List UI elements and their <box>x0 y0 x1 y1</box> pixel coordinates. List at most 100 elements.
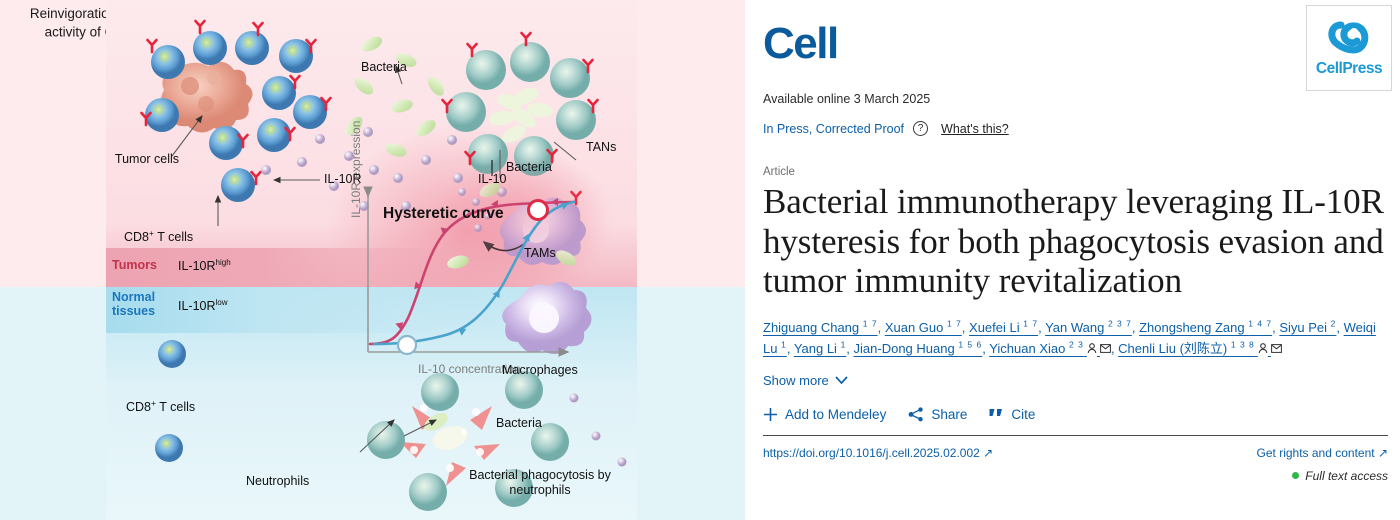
author-separator: , <box>1272 319 1280 335</box>
author-link[interactable]: Yichuan Xiao 2 3 <box>989 339 1111 356</box>
envelope-icon[interactable] <box>1097 343 1111 356</box>
high-state-point <box>527 199 549 221</box>
share-button[interactable]: Share <box>908 407 967 422</box>
band-marker-tumors: IL-10Rhigh <box>178 258 231 274</box>
author-affiliation-marks: 1 3 8 <box>1230 339 1255 350</box>
il10-molecule <box>617 457 627 467</box>
label-bacteria-top: Bacteria <box>361 60 407 74</box>
label-neutrophils: Neutrophils <box>246 474 310 488</box>
author-link[interactable]: Zhiguang Chang 1 7 <box>763 318 878 335</box>
label-cd8-t-cells-bottom: CD8+ T cells <box>126 398 196 415</box>
author-separator: , <box>961 319 970 335</box>
share-icon <box>908 406 924 421</box>
band-label-tumors: Tumors <box>112 258 157 272</box>
available-online-text: Available online 3 March 2025 <box>763 92 931 106</box>
graphical-abstract-pane: Reinvigoration of antitumor activity of … <box>0 0 745 520</box>
action-bar: Add to Mendeley Share Cite <box>763 407 1388 422</box>
figure-svg <box>140 19 627 511</box>
label-il10: IL-10 <box>478 172 507 186</box>
article-type-label: Article <box>763 166 795 178</box>
il10-molecule <box>591 431 601 441</box>
cd8-t-cell <box>155 434 183 462</box>
author-affiliation-marks: 1 7 <box>862 318 878 329</box>
author-link[interactable]: Siyu Pei 2 <box>1279 318 1337 335</box>
band-marker-normal: IL-10Rlow <box>178 298 228 314</box>
status-badge: In Press, Corrected Proof <box>763 121 905 136</box>
author-link[interactable]: Chenli Liu (刘陈立) 1 3 8 <box>1118 339 1282 356</box>
author-link[interactable]: Weiqi Lu 1 <box>763 320 1376 356</box>
author-name: Yang Li <box>793 340 841 356</box>
cd8-t-cell <box>158 340 186 368</box>
whats-this-link[interactable]: What's this? <box>941 121 1009 136</box>
author-link[interactable]: Yan Wang 2 3 7 <box>1045 318 1132 335</box>
page-title: Bacterial immunotherapy leveraging IL-10… <box>763 182 1384 301</box>
author-affiliation-marks: 1 <box>840 339 847 350</box>
author-separator: , <box>846 340 854 356</box>
author-list: Zhiguang Chang 1 7, Xuan Guo 1 7, Xuefei… <box>763 317 1388 360</box>
author-separator: , <box>1110 340 1119 356</box>
author-name: Yichuan Xiao <box>989 340 1069 356</box>
cite-label: Cite <box>1011 406 1036 422</box>
macrophage-cell <box>502 281 592 355</box>
quote-icon <box>989 408 1003 416</box>
author-separator: , <box>1336 319 1344 335</box>
journal-logo[interactable]: Cell <box>763 19 839 68</box>
author-name: Yan Wang <box>1045 319 1108 335</box>
add-to-mendeley-button[interactable]: Add to Mendeley <box>763 407 886 422</box>
author-link[interactable]: Zhongsheng Zang 1 4 7 <box>1139 318 1272 334</box>
person-icon[interactable] <box>1084 342 1097 356</box>
envelope-icon[interactable] <box>1268 343 1282 356</box>
author-link[interactable]: Xuefei Li 1 7 <box>969 318 1039 335</box>
author-link[interactable]: Yang Li 1 <box>793 339 847 356</box>
person-icon[interactable] <box>1255 342 1268 356</box>
external-link-icon: ↗ <box>1377 445 1388 460</box>
author-separator: , <box>1038 319 1046 335</box>
author-affiliation-marks: 2 <box>1330 318 1337 329</box>
label-bacteria-bottom: Bacteria <box>496 416 542 430</box>
access-status: Full text access <box>763 469 1388 483</box>
hysteresis-plot <box>363 154 616 357</box>
label-bacteria-right: Bacteria <box>506 160 552 174</box>
low-state-point <box>396 334 418 356</box>
status-row: In Press, Corrected Proof ? What's this? <box>763 121 1388 136</box>
author-affiliation-marks: 1 5 6 <box>958 339 983 350</box>
figure-artwork: Hysteretic curve IL-10R expression IL-10… <box>106 0 637 520</box>
il10-molecule <box>569 393 579 403</box>
plus-icon <box>764 407 777 421</box>
share-label: Share <box>931 406 968 422</box>
cite-button[interactable]: Cite <box>989 407 1035 422</box>
link-row: https://doi.org/10.1016/j.cell.2025.02.0… <box>763 446 1388 460</box>
author-link[interactable]: Xuan Guo 1 7 <box>884 318 962 335</box>
cd8-t-cell-cluster-top <box>140 19 332 202</box>
author-separator: , <box>786 340 794 356</box>
chevron-down-icon <box>835 375 848 384</box>
show-more-button[interactable]: Show more <box>763 373 848 388</box>
neutrophil-phagocytosis <box>367 371 569 511</box>
label-tans: TANs <box>586 140 617 154</box>
author-name: Zhiguang Chang <box>763 319 863 335</box>
author-name: Xuan Guo <box>884 319 947 335</box>
doi-link[interactable]: https://doi.org/10.1016/j.cell.2025.02.0… <box>763 445 994 460</box>
access-status-label: Full text access <box>1305 468 1388 483</box>
label-phagocytosis: Bacterial phagocytosis by neutrophils <box>469 468 611 497</box>
author-name: Chenli Liu (刘陈立) <box>1118 340 1231 356</box>
help-icon[interactable]: ? <box>913 121 929 136</box>
author-name: Xuefei Li <box>969 319 1024 335</box>
author-affiliation-marks: 1 7 <box>1023 318 1039 329</box>
author-link[interactable]: Jian-Dong Huang 1 5 6 <box>854 339 983 355</box>
cellpress-logo[interactable]: CellPress <box>1306 5 1392 91</box>
get-rights-link[interactable]: Get rights and content ↗ <box>1256 445 1388 460</box>
band-label-normal: Normal tissues <box>112 290 156 319</box>
bacteria-cluster-top <box>345 36 444 157</box>
label-tams: TAMs <box>524 246 556 260</box>
author-name: Siyu Pei <box>1279 319 1331 335</box>
author-separator: , <box>982 340 990 356</box>
label-cd8-t-cells-top: CD8+ T cells <box>124 228 194 245</box>
show-more-label: Show more <box>763 372 829 388</box>
author-affiliation-marks: 1 <box>781 339 787 350</box>
cellpress-wordmark: CellPress <box>1315 59 1383 77</box>
plot-title: Hysteretic curve <box>383 205 504 222</box>
author-separator: , <box>877 319 885 335</box>
author-separator: , <box>1131 319 1140 335</box>
